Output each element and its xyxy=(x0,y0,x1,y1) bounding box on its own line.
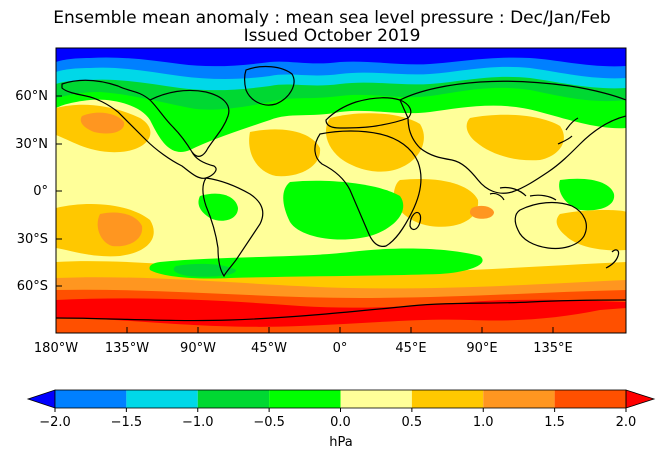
latitude-axis: 60°N 30°N 0° 30°S 60°S xyxy=(15,89,62,294)
anomaly-patch xyxy=(249,129,321,177)
colorbar-bin xyxy=(340,390,412,408)
anomaly-region-negative xyxy=(283,180,404,240)
anomaly-field xyxy=(56,48,626,333)
lon-tick-label: 90°E xyxy=(466,341,497,356)
colorbar-extend-low xyxy=(26,389,56,409)
anomaly-patch xyxy=(466,114,564,161)
colorbar-tick-label: −1.0 xyxy=(182,415,214,430)
anomaly-patch xyxy=(469,205,494,219)
new-zealand-coast xyxy=(605,249,620,269)
lat-tick-label: 30°N xyxy=(15,137,48,152)
anomaly-region-negative xyxy=(56,48,626,67)
colorbar-bin xyxy=(554,390,626,408)
colorbar-tick-label: 1.5 xyxy=(544,415,565,430)
australia-coast xyxy=(514,201,587,250)
lon-tick-label: 135°E xyxy=(533,341,573,356)
colorbar-tick-label: 0.0 xyxy=(330,415,351,430)
colorbar-bin xyxy=(55,390,127,408)
madagascar-coast xyxy=(409,211,422,231)
lat-tick-label: 60°N xyxy=(15,89,48,104)
colorbar: −2.0 −1.5 −1.0 −0.5 0.0 0.5 1.0 1.5 2.0 hPa xyxy=(26,389,656,450)
lon-tick-label: 90°W xyxy=(180,341,216,356)
north-america-east xyxy=(149,89,230,157)
lon-tick-label: 135°W xyxy=(105,341,149,356)
anomaly-region-negative xyxy=(198,193,238,221)
colorbar-bin xyxy=(411,390,484,408)
lon-tick-label: 45°W xyxy=(251,341,287,356)
lon-tick-label: 0° xyxy=(333,341,348,356)
longitude-axis: 180°W 135°W 90°W 45°W 0° 45°E 90°E 135°E xyxy=(34,327,573,356)
colorbar-tick-label: −0.5 xyxy=(253,415,285,430)
south-america-coast xyxy=(202,177,264,278)
colorbar-extend-high xyxy=(625,389,656,409)
lat-tick-label: 60°S xyxy=(17,279,48,294)
japan-coast xyxy=(557,117,579,145)
colorbar-bin xyxy=(197,390,270,408)
lat-tick-label: 30°S xyxy=(17,232,48,247)
lat-tick-label: 0° xyxy=(33,184,48,199)
colorbar-tick-label: −2.0 xyxy=(39,415,71,430)
greenland-coast xyxy=(243,65,295,106)
colorbar-tick-label: 0.5 xyxy=(402,415,423,430)
colorbar-tick-label: 2.0 xyxy=(616,415,637,430)
map-subtitle: Issued October 2019 xyxy=(243,26,421,46)
antarctica-coast xyxy=(56,299,626,322)
colorbar-unit-label: hPa xyxy=(329,435,352,450)
anomaly-patch xyxy=(80,112,125,134)
north-america-coast xyxy=(61,79,217,179)
asia-coast xyxy=(399,80,626,194)
coastline-layer xyxy=(56,65,626,322)
lon-tick-label: 45°E xyxy=(395,341,426,356)
anomaly-patch xyxy=(556,210,626,251)
anomaly-patch xyxy=(97,212,143,247)
lon-tick-label: 180°W xyxy=(34,341,78,356)
colorbar-tick-label: −1.5 xyxy=(111,415,143,430)
anomaly-region-negative xyxy=(559,178,615,211)
africa-coast xyxy=(314,130,422,247)
colorbar-bin xyxy=(483,390,555,408)
indonesia-coast xyxy=(489,186,557,201)
colorbar-bin xyxy=(269,390,341,408)
map-title: Ensemble mean anomaly : mean sea level p… xyxy=(53,8,611,28)
anomaly-patch xyxy=(393,178,479,227)
colorbar-tick-label: 1.0 xyxy=(473,415,494,430)
colorbar-bin xyxy=(126,390,198,408)
